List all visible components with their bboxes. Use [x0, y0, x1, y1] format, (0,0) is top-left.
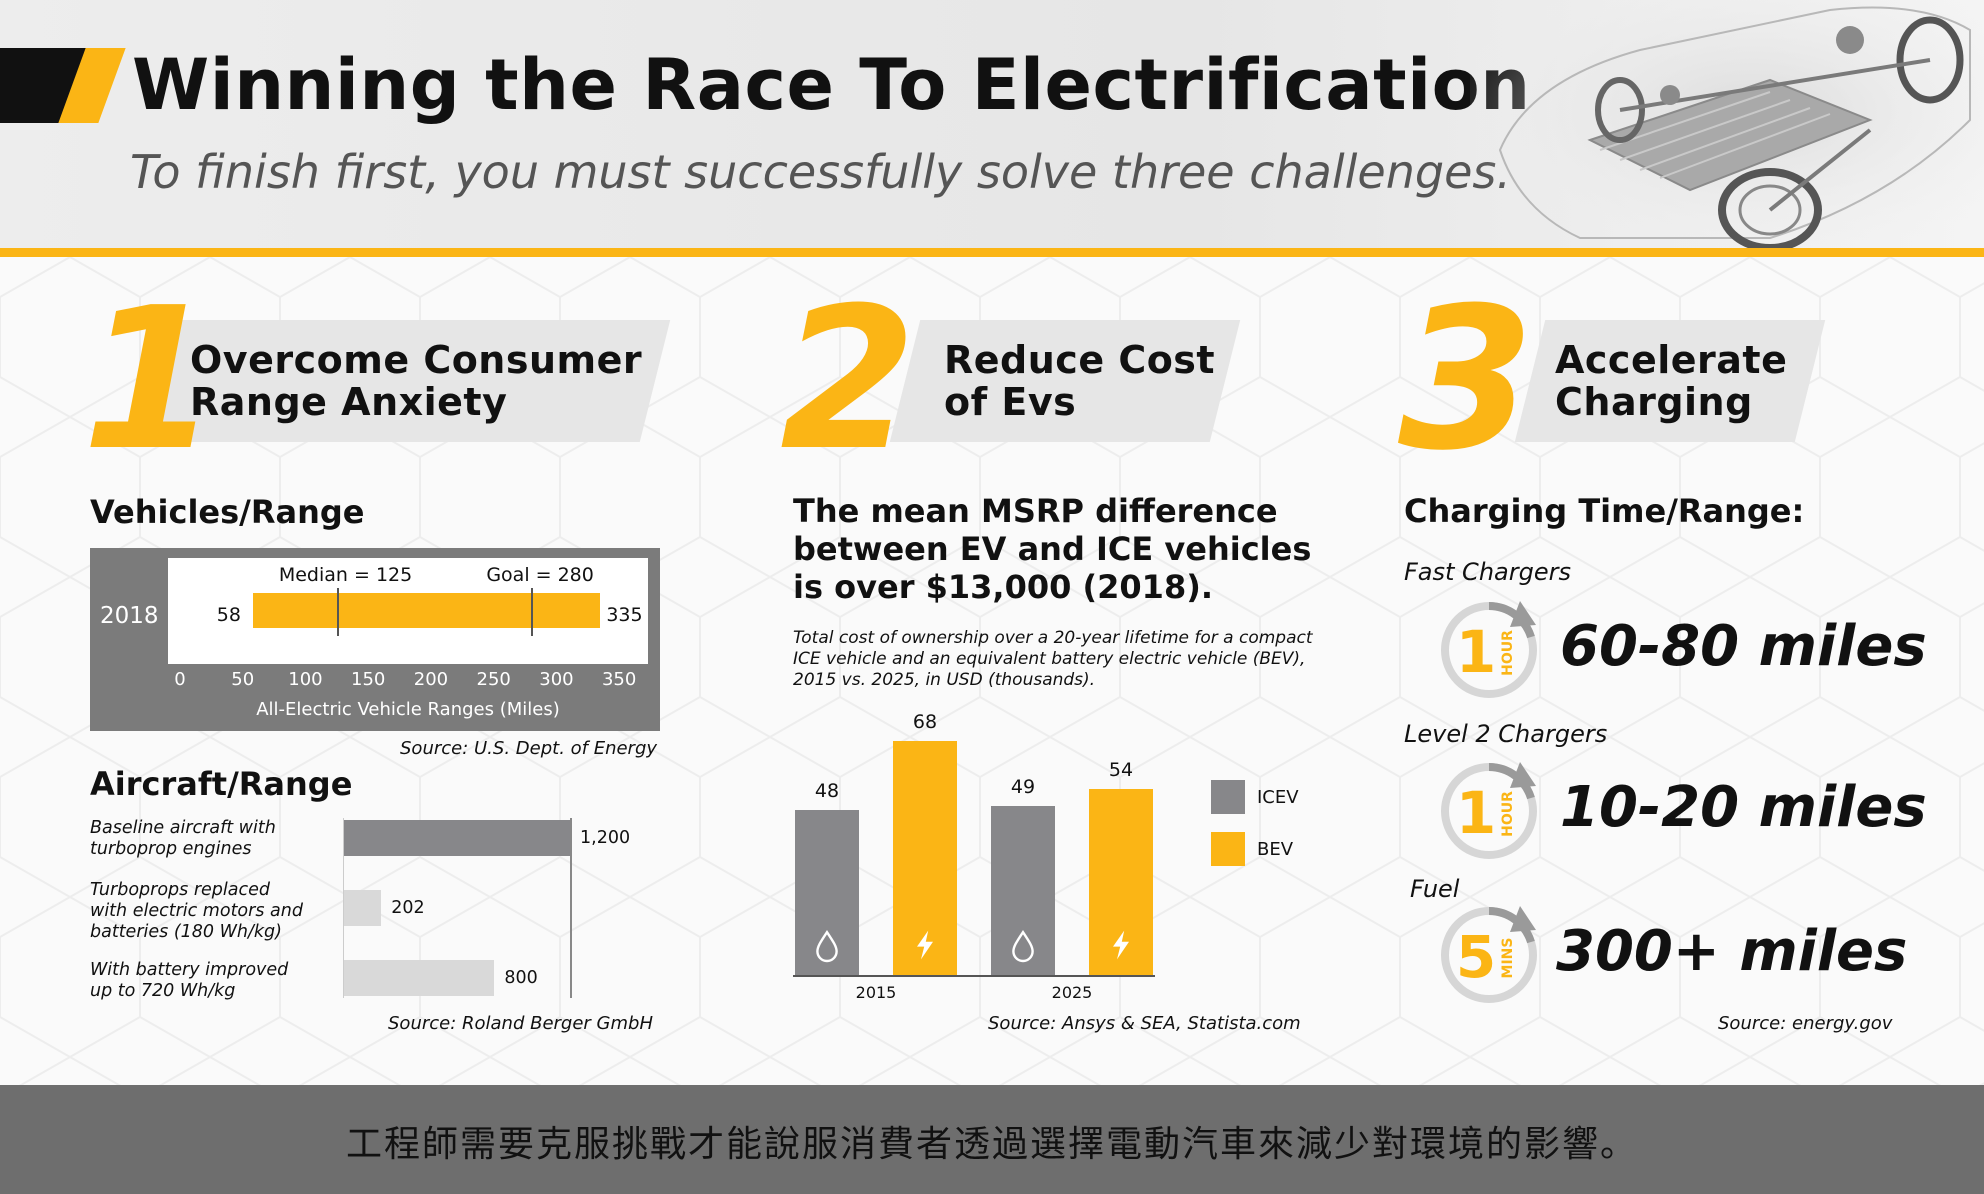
- aircraft-category-label: Baseline aircraft with turboprop engines: [90, 818, 276, 860]
- aircraft-baseline: [343, 818, 344, 998]
- section-1-number: 1: [82, 266, 219, 494]
- vehicles-heading: Vehicles/Range: [90, 493, 365, 531]
- svg-text:5: 5: [1456, 923, 1496, 991]
- svg-text:1: 1: [1456, 779, 1496, 847]
- tco-note: Total cost of ownership over a 20-year l…: [793, 628, 1313, 690]
- aircraft-value-label: 1,200: [580, 828, 631, 848]
- aircraft-bar: [343, 960, 495, 996]
- section-2-title-line1: Reduce Cost: [944, 338, 1216, 382]
- x-tick-label: 100: [288, 669, 323, 690]
- one-hour-clock-icon: 1 HOUR: [1441, 762, 1537, 859]
- svg-text:MINS: MINS: [1500, 938, 1516, 979]
- aircraft-category-line: turboprop engines: [90, 839, 252, 859]
- goal-marker: [531, 588, 534, 636]
- aircraft-category-line: With battery improved: [90, 960, 289, 980]
- cost-value-label: 48: [814, 779, 840, 802]
- cost-chart-baseline: [793, 975, 1155, 977]
- page-title: Winning the Race To Electrification: [132, 44, 1531, 126]
- vehicle-x-axis-label: All-Electric Vehicle Ranges (Miles): [256, 699, 560, 720]
- aircraft-category-line: up to 720 Wh/kg: [90, 981, 236, 1001]
- fuel-label: Fuel: [1410, 875, 1460, 903]
- svg-text:HOUR: HOUR: [1500, 630, 1516, 676]
- aircraft-value-label: 800: [504, 968, 538, 988]
- icev-bar: [991, 806, 1055, 975]
- header-banner: Winning the Race To Electrification To f…: [0, 0, 1984, 248]
- svg-text:HOUR: HOUR: [1500, 791, 1516, 837]
- msrp-heading: The mean MSRP difference between EV and …: [793, 492, 1312, 606]
- median-label: Median = 125: [278, 564, 413, 586]
- aircraft-bar: [343, 890, 382, 926]
- goal-label: Goal = 280: [486, 564, 594, 586]
- cost-value-label: 68: [912, 711, 938, 733]
- section-3-number: 3: [1398, 266, 1535, 494]
- section-3-title-line2: Charging: [1555, 380, 1753, 424]
- cost-value-label: 54: [1108, 759, 1134, 782]
- msrp-source: Source: Ansys & SEA, Statista.com: [988, 1013, 1301, 1034]
- fuel-range: 300+ miles: [1556, 919, 1908, 984]
- charging-source: Source: energy.gov: [1718, 1013, 1893, 1034]
- vehicles-source: Source: U.S. Dept. of Energy: [400, 738, 658, 759]
- vehicle-range-bar: [252, 593, 601, 628]
- legend-swatch-bev: [1211, 832, 1245, 866]
- aircraft-bar: [343, 820, 570, 856]
- svg-text:1: 1: [1456, 618, 1496, 686]
- x-tick-label: 300: [539, 669, 574, 690]
- range-max-label: 335: [606, 604, 643, 626]
- header-rule: [0, 248, 1984, 257]
- year-label: 2015: [855, 983, 897, 1002]
- five-minutes-clock-icon: 5 MINS: [1441, 906, 1537, 1003]
- icev-bar: [795, 809, 859, 975]
- cost-value-label: 49: [1010, 776, 1036, 799]
- legend-label-icev: ICEV: [1257, 787, 1299, 808]
- x-tick-label: 350: [601, 669, 637, 690]
- aircraft-axis-line: [570, 818, 572, 998]
- section-2-title-line2: of Evs: [944, 380, 1077, 424]
- fuel-drop-icon: [1012, 930, 1034, 963]
- range-min-label: 58: [216, 604, 241, 626]
- x-tick-label: 150: [351, 669, 386, 690]
- fast-chargers-range: 60-80 miles: [1560, 614, 1927, 679]
- legend-swatch-icev: [1211, 780, 1245, 814]
- vehicle-year-label: 2018: [100, 603, 159, 629]
- level2-chargers-range: 10-20 miles: [1560, 775, 1927, 840]
- section-1-title-line2: Range Anxiety: [190, 380, 508, 424]
- charging-heading: Charging Time/Range:: [1404, 492, 1805, 530]
- section-1-title-line1: Overcome Consumer: [190, 338, 643, 382]
- aircraft-category-line: Turboprops replaced: [90, 880, 270, 900]
- aircraft-value-label: 202: [391, 898, 425, 918]
- level2-chargers-label: Level 2 Chargers: [1404, 720, 1608, 748]
- footer-text: 工程師需要克服挑戰才能說服消費者透過選擇電動汽車來減少對環境的影響。: [345, 1124, 1638, 1165]
- one-hour-clock-icon: 1 HOUR: [1441, 601, 1537, 698]
- lightning-bolt-icon: [1113, 930, 1129, 960]
- fuel-drop-icon: [816, 930, 838, 963]
- car-chassis-illustration: [1470, 0, 1984, 248]
- lightning-bolt-icon: [917, 930, 933, 960]
- page-subtitle: To finish first, you must successfully s…: [130, 145, 1511, 199]
- legend-label-bev: BEV: [1257, 839, 1294, 860]
- aircraft-source: Source: Roland Berger GmbH: [388, 1013, 653, 1034]
- aircraft-category-line: batteries (180 Wh/kg): [90, 922, 282, 942]
- footer-band: [0, 1085, 1984, 1194]
- median-marker: [336, 588, 339, 636]
- aircraft-category-label: Turboprops replaced with electric motors …: [90, 880, 303, 943]
- aircraft-category-label: With battery improved up to 720 Wh/kg: [90, 960, 288, 1002]
- aircraft-category-line: with electric motors and: [90, 901, 303, 921]
- aircraft-category-line: Baseline aircraft with: [90, 818, 276, 838]
- fast-chargers-label: Fast Chargers: [1404, 558, 1571, 586]
- x-tick-label: 50: [231, 669, 255, 690]
- x-tick-label: 0: [174, 669, 186, 690]
- year-label: 2025: [1051, 983, 1093, 1002]
- x-tick-label: 250: [476, 669, 511, 690]
- section-3-title-line1: Accelerate: [1555, 338, 1788, 382]
- aircraft-heading: Aircraft/Range: [90, 765, 353, 803]
- x-tick-label: 200: [413, 669, 449, 690]
- section-2-number: 2: [780, 266, 917, 494]
